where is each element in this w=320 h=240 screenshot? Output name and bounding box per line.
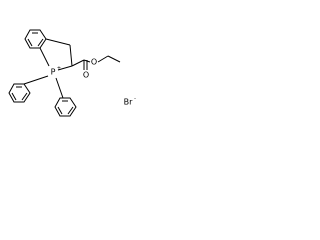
bond: [57, 65, 73, 71]
bond: [71, 59, 85, 67]
charge-label: +: [57, 66, 61, 72]
bond: [107, 55, 121, 63]
bond: [39, 47, 50, 67]
bond: [55, 77, 64, 99]
bonds: [8, 29, 121, 117]
atom-label: O: [83, 71, 89, 80]
double-bond: [11, 92, 17, 101]
atom-label: P: [51, 68, 56, 77]
structure-diagram: P + O O Br -: [8, 29, 137, 117]
atom-label: Br: [124, 98, 133, 107]
double-bond: [27, 38, 33, 47]
bond: [97, 55, 109, 63]
atom-label: O: [91, 58, 97, 67]
bond: [83, 59, 91, 63]
bond: [69, 44, 73, 67]
double-bond: [57, 106, 63, 115]
bond: [45, 38, 71, 46]
double-bond: [21, 92, 28, 101]
bond: [23, 75, 49, 85]
atom-labels: P + O O Br -: [51, 58, 137, 107]
double-bond: [37, 38, 44, 47]
charge-label: -: [134, 96, 136, 102]
phenyl-ring: [54, 97, 77, 117]
double-bond: [67, 106, 74, 115]
